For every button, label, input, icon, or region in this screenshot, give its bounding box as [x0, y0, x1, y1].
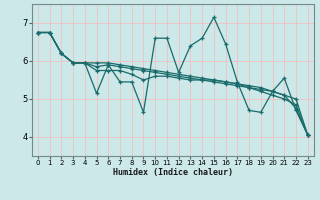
X-axis label: Humidex (Indice chaleur): Humidex (Indice chaleur) [113, 168, 233, 177]
